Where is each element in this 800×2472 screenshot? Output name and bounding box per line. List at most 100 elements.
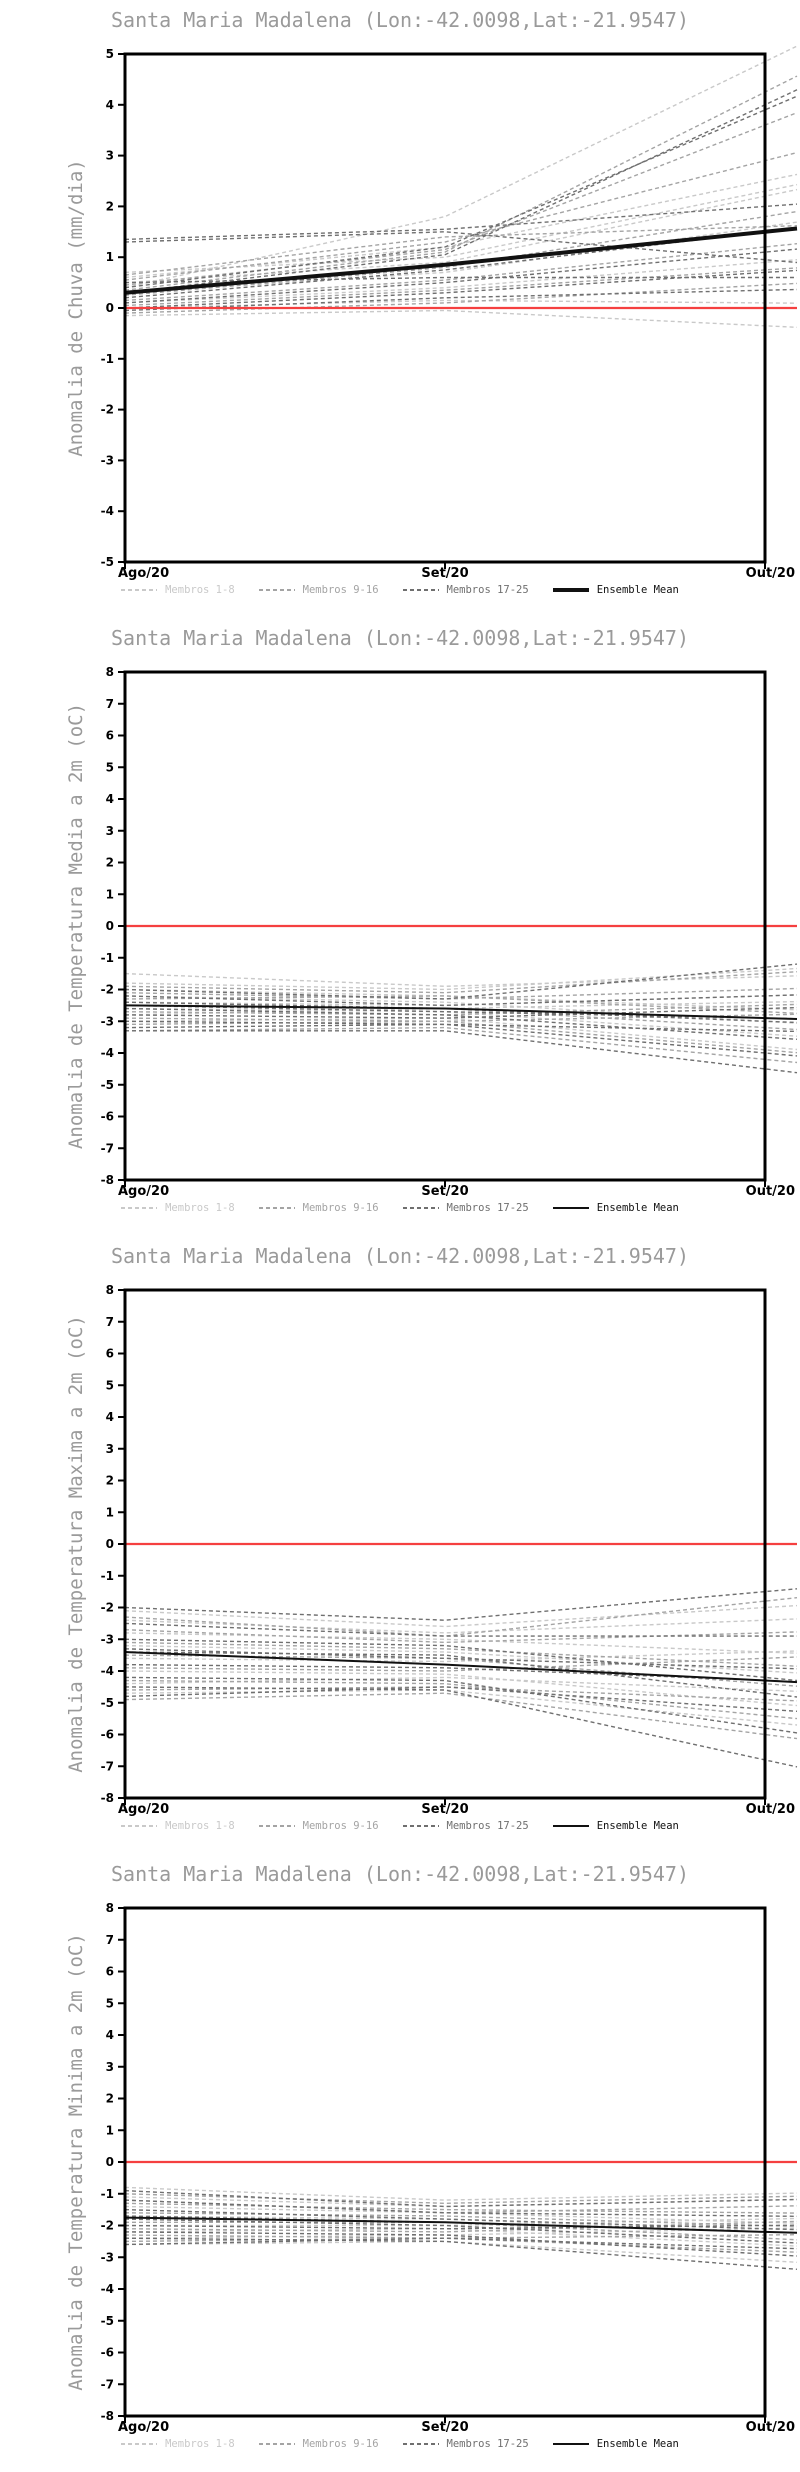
x-tick-label-ago: Ago/20 xyxy=(118,2420,170,2435)
svg-text:7: 7 xyxy=(106,697,114,711)
svg-text:-3: -3 xyxy=(101,1632,114,1646)
svg-text:-5: -5 xyxy=(101,2314,114,2328)
legend-item-ensemble-mean: Ensemble Mean xyxy=(552,1820,679,1832)
x-tick-label-out: Out/20 xyxy=(745,1802,795,1817)
legend-label: Membros 9-16 xyxy=(302,2438,379,2450)
svg-text:-8: -8 xyxy=(101,1173,114,1187)
svg-text:7: 7 xyxy=(106,1315,114,1329)
svg-text:-4: -4 xyxy=(101,504,114,518)
svg-text:-4: -4 xyxy=(101,2282,114,2296)
members-1-8-line-swatch xyxy=(121,1825,158,1827)
legend-item-members-17-25: Membros 17-25 xyxy=(402,584,529,596)
legend-label: Ensemble Mean xyxy=(596,1202,679,1214)
svg-text:4: 4 xyxy=(106,1410,114,1424)
chart-panel-max-temperature-anomaly: -8 -7 -6 -5 -4 -3 -2 -1 0 1 2 3 4 5 6 7 8 Santa Maria Ma… xyxy=(0,1236,800,1854)
legend-label: Membros 17-25 xyxy=(446,1820,529,1832)
svg-text:-1: -1 xyxy=(101,352,114,366)
svg-text:5: 5 xyxy=(106,47,114,61)
svg-text:-5: -5 xyxy=(101,555,114,569)
svg-text:5: 5 xyxy=(106,1996,114,2010)
svg-text:-2: -2 xyxy=(101,1601,114,1615)
plot-area-mean-temperature: -8 -7 -6 -5 -4 -3 -2 -1 0 1 2 3 4 5 6 7 8 xyxy=(101,665,798,1187)
svg-text:-5: -5 xyxy=(101,1078,114,1092)
svg-text:8: 8 xyxy=(106,1901,114,1915)
legend: Membros 1-8 Membros 9-16 Membros 17-25 E… xyxy=(110,2438,690,2450)
svg-text:-8: -8 xyxy=(101,1791,114,1805)
legend-label: Membros 1-8 xyxy=(165,584,235,596)
svg-text:1: 1 xyxy=(106,1505,114,1519)
svg-text:-6: -6 xyxy=(101,2346,114,2360)
svg-text:2: 2 xyxy=(106,1474,114,1488)
svg-text:3: 3 xyxy=(106,2060,114,2074)
legend-label: Membros 1-8 xyxy=(165,1202,235,1214)
svg-text:8: 8 xyxy=(106,665,114,679)
svg-text:6: 6 xyxy=(106,729,114,743)
members-1-8-line-swatch xyxy=(121,589,158,591)
svg-text:1: 1 xyxy=(106,250,114,264)
svg-text:-7: -7 xyxy=(101,1759,114,1773)
svg-text:2: 2 xyxy=(106,2092,114,2106)
legend-item-ensemble-mean: Ensemble Mean xyxy=(552,584,679,596)
legend-label: Membros 17-25 xyxy=(446,2438,529,2450)
legend-label: Ensemble Mean xyxy=(596,2438,679,2450)
x-tick-label-ago: Ago/20 xyxy=(118,566,170,581)
legend-item-ensemble-mean: Ensemble Mean xyxy=(552,2438,679,2450)
svg-text:-3: -3 xyxy=(101,1014,114,1028)
members-1-8-line-swatch xyxy=(121,1207,158,1209)
svg-text:-3: -3 xyxy=(101,453,114,467)
chart-title: Santa Maria Madalena (Lon:-42.0098,Lat:-… xyxy=(111,8,689,32)
legend-item-members-17-25: Membros 17-25 xyxy=(402,1202,529,1214)
x-tick-label-out: Out/20 xyxy=(745,2420,795,2435)
svg-text:-4: -4 xyxy=(101,1046,114,1060)
x-tick-label-out: Out/20 xyxy=(745,566,795,581)
plot-area-precipitation: -5 -4 -3 -2 -1 0 1 2 3 4 5 xyxy=(101,45,798,569)
ensemble-mean-line-swatch xyxy=(552,1825,589,1827)
svg-text:-2: -2 xyxy=(101,2219,114,2233)
members-9-16-line-swatch xyxy=(258,589,295,591)
chart-title: Santa Maria Madalena (Lon:-42.0098,Lat:-… xyxy=(111,626,689,650)
y-axis-label: Anomalia de Temperatura Maxima a 2m (oC) xyxy=(65,1315,87,1773)
svg-text:-8: -8 xyxy=(101,2409,114,2423)
ensemble-mean-line-swatch xyxy=(552,588,589,592)
members-17-25-line-swatch xyxy=(402,2443,439,2445)
y-axis-label: Anomalia de Chuva (mm/dia) xyxy=(65,159,87,457)
members-17-25-line-swatch xyxy=(402,589,439,591)
svg-text:-1: -1 xyxy=(101,951,114,965)
y-axis-label: Anomalia de Temperatura Minima a 2m (oC) xyxy=(65,1933,87,2391)
legend: Membros 1-8 Membros 9-16 Membros 17-25 E… xyxy=(110,1820,690,1832)
chart-panel-precipitation-anomaly: -5 -4 -3 -2 -1 0 1 2 3 4 5 Santa Maria Madalena (L… xyxy=(0,0,800,618)
members-9-16-line-swatch xyxy=(258,1207,295,1209)
legend-label: Membros 17-25 xyxy=(446,1202,529,1214)
x-tick-label-ago: Ago/20 xyxy=(118,1184,170,1199)
svg-text:-3: -3 xyxy=(101,2250,114,2264)
legend-item-members-1-8: Membros 1-8 xyxy=(121,2438,235,2450)
members-1-8-line-swatch xyxy=(121,2443,158,2445)
x-tick-label-ago: Ago/20 xyxy=(118,1802,170,1817)
ensemble-mean-line-swatch xyxy=(552,1207,589,1209)
x-tick-label-set: Set/20 xyxy=(421,1802,469,1817)
svg-text:-7: -7 xyxy=(101,2377,114,2391)
legend-item-members-1-8: Membros 1-8 xyxy=(121,1820,235,1832)
svg-text:-1: -1 xyxy=(101,2187,114,2201)
x-tick-label-set: Set/20 xyxy=(421,2420,469,2435)
legend: Membros 1-8 Membros 9-16 Membros 17-25 E… xyxy=(110,584,690,596)
svg-text:4: 4 xyxy=(106,792,114,806)
svg-text:4: 4 xyxy=(106,2028,114,2042)
x-tick-label-out: Out/20 xyxy=(745,1184,795,1199)
svg-text:0: 0 xyxy=(106,301,114,315)
legend-item-members-9-16: Membros 9-16 xyxy=(258,2438,379,2450)
legend-label: Membros 9-16 xyxy=(302,1202,379,1214)
svg-text:5: 5 xyxy=(106,760,114,774)
svg-text:0: 0 xyxy=(106,1537,114,1551)
svg-text:-4: -4 xyxy=(101,1664,114,1678)
chart-panel-mean-temperature-anomaly: -8 -7 -6 -5 -4 -3 -2 -1 0 1 2 3 4 5 6 7 8 Santa Maria Ma… xyxy=(0,618,800,1236)
legend-item-members-9-16: Membros 9-16 xyxy=(258,1820,379,1832)
legend-label: Membros 1-8 xyxy=(165,2438,235,2450)
svg-text:-2: -2 xyxy=(101,983,114,997)
members-17-25-line-swatch xyxy=(402,1825,439,1827)
plot-area-min-temperature: -8 -7 -6 -5 -4 -3 -2 -1 0 1 2 3 4 5 6 7 8 xyxy=(101,1901,798,2423)
svg-text:4: 4 xyxy=(106,98,114,112)
legend-item-ensemble-mean: Ensemble Mean xyxy=(552,1202,679,1214)
svg-text:3: 3 xyxy=(106,824,114,838)
